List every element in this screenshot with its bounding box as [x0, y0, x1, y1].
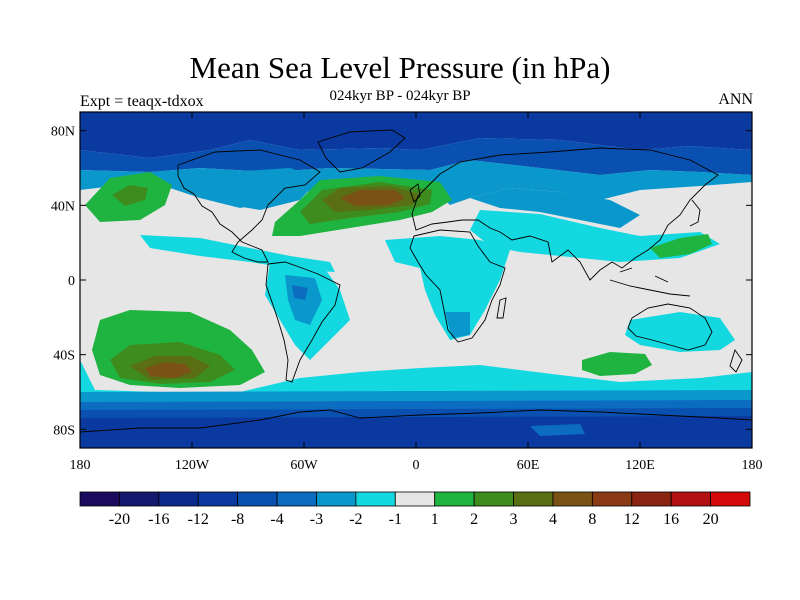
colorbar-swatch	[276, 491, 317, 507]
contour-southern-cyan	[80, 360, 752, 398]
lon-tick-label: 60W	[290, 458, 318, 473]
contour-north-atlantic-8	[340, 190, 405, 206]
lat-tick-label: 0	[68, 274, 75, 289]
colorbar-swatch	[473, 491, 514, 507]
lon-tick-label: 120W	[175, 458, 210, 473]
colorbar-swatch	[670, 491, 711, 507]
coastline-eurasia	[411, 147, 719, 281]
contour-north-dark	[80, 112, 752, 158]
colorbar-label: -20	[109, 511, 130, 528]
colorbar-swatch	[237, 491, 278, 507]
colorbar-label: 16	[663, 511, 679, 528]
colorbar-swatch	[316, 491, 357, 507]
colorbar-swatch	[513, 491, 554, 507]
contour-south-pacific-8	[145, 362, 192, 378]
experiment-label: Expt = teaqx-tdxox	[80, 93, 204, 110]
contour-north-mid	[80, 138, 752, 175]
colorbar-swatch	[119, 491, 160, 507]
colorbar-label: 20	[703, 511, 719, 528]
lon-tick-label: 180	[70, 458, 91, 473]
colorbar-swatch	[197, 491, 239, 507]
coastline-australia	[627, 303, 713, 351]
contour-north-pacific-core	[112, 185, 148, 206]
colorbar-label: -2	[349, 511, 362, 528]
contour-africa-deep	[445, 312, 470, 338]
colorbar-label: 3	[510, 511, 518, 528]
lon-tick-label: 60E	[517, 458, 540, 473]
lon-tick-label: 120E	[625, 458, 655, 473]
lon-tick-label: 180	[742, 458, 763, 473]
contour-antarctic-patch	[530, 424, 585, 436]
coastline-greenland	[317, 129, 406, 173]
contour-canada	[210, 168, 320, 210]
colorbar-label: 1	[431, 511, 439, 528]
colorbar-label: -8	[231, 511, 244, 528]
colorbar-label: -12	[188, 511, 209, 528]
map-subtitle: 024kyr BP - 024kyr BP	[329, 88, 471, 104]
coastline-antarctica	[80, 409, 752, 433]
coastline-north-america	[177, 149, 321, 263]
colorbar-label: 2	[470, 511, 478, 528]
map-area	[80, 112, 752, 448]
lon-tick-label: 0	[413, 458, 420, 473]
colorbar-swatch	[710, 491, 751, 507]
map-title: Mean Sea Level Pressure (in hPa)	[189, 50, 611, 85]
colorbar-swatch	[552, 491, 593, 507]
coastline-madagascar	[496, 297, 507, 319]
latitude-axis: 80N 40N 0 40S 80S	[51, 125, 752, 438]
lat-tick-label: 40S	[53, 349, 75, 364]
colorbar-swatch	[434, 491, 475, 507]
contour-siberia	[470, 188, 640, 228]
lat-tick-label: 80N	[51, 125, 75, 140]
longitude-axis: 180 120W 60W 0 60E 120E 180	[70, 112, 763, 473]
colorbar-label: -3	[310, 511, 323, 528]
contour-africa	[385, 236, 510, 340]
lat-tick-label: 40N	[51, 199, 75, 214]
colorbar-swatch	[79, 491, 120, 507]
colorbar-swatch	[591, 491, 633, 507]
coastline-africa	[409, 229, 506, 343]
coastlines	[80, 129, 752, 433]
colorbar-label: 4	[549, 511, 557, 528]
coastline-new-zealand	[729, 348, 743, 373]
coastline-uk	[409, 183, 421, 203]
colorbar-swatch	[355, 491, 396, 507]
colorbar-label: -1	[389, 511, 402, 528]
colorbar-swatch	[631, 491, 672, 507]
colorbar-label: -4	[270, 511, 283, 528]
contour-south-america-core	[292, 285, 308, 300]
colorbar-label: 8	[588, 511, 596, 528]
coastline-japan	[689, 199, 701, 227]
season-label: ANN	[718, 91, 753, 108]
colorbar-swatch	[158, 491, 199, 507]
contour-indian-ocean-high	[582, 352, 652, 376]
contour-west-pacific-high	[650, 234, 712, 258]
colorbar: -20 -16 -12 -8 -4 -3 -2 -1 1 2 3 4 8 12 16 20	[79, 491, 751, 528]
colorbar-label: -16	[148, 511, 169, 528]
colorbar-label: 12	[624, 511, 640, 528]
contour-antarctic	[80, 416, 752, 448]
colorbar-swatch	[394, 491, 436, 507]
lat-tick-label: 80S	[53, 423, 75, 438]
coastline-south-america	[265, 261, 341, 383]
coastline-indonesia	[609, 267, 691, 297]
